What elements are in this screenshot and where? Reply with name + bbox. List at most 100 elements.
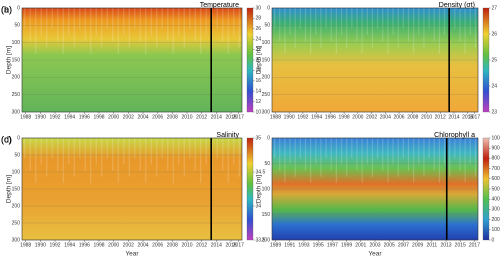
- colorbar-label: 20: [256, 57, 262, 63]
- x-tick-label: 1988: [20, 242, 31, 248]
- colorbar-label: 300: [492, 207, 500, 213]
- colorbar-label: 500: [492, 186, 500, 192]
- x-tick-label: 1996: [79, 114, 90, 120]
- colorbar-label: 400: [492, 197, 500, 203]
- x-tick-label: 2004: [380, 114, 391, 120]
- x-tick-label: 2008: [167, 242, 178, 248]
- panel-title: Temperature: [200, 2, 239, 9]
- x-tick-label: 1990: [284, 114, 295, 120]
- y-tick-label: 300: [12, 109, 21, 115]
- y-tick-label: 200: [12, 75, 21, 81]
- x-tick-label: 2004: [137, 242, 148, 248]
- colorbar-label: 35: [256, 135, 262, 141]
- x-tick-label: 2000: [108, 114, 119, 120]
- x-tick-label: 2014: [211, 242, 222, 248]
- colorbar-label: 200: [492, 217, 500, 223]
- y-tick-label: 250: [12, 92, 21, 98]
- x-tick-label: 1994: [64, 114, 75, 120]
- x-tick-label: 2008: [167, 114, 178, 120]
- colorbar-label: 16: [256, 78, 262, 84]
- x-tick-label: 1998: [93, 242, 104, 248]
- y-tick-label: 50: [264, 23, 270, 29]
- x-tick-label: 2017: [469, 242, 480, 248]
- x-tick-label: 2010: [421, 114, 432, 120]
- x-tick-label: 2016: [225, 114, 236, 120]
- x-tick-label: 2002: [123, 114, 134, 120]
- colorbar-label: 22: [256, 47, 262, 53]
- panel-title: Chlorophyll a: [434, 132, 475, 139]
- y-tick-label: 100: [12, 40, 21, 46]
- y-tick-label: 50: [14, 152, 20, 158]
- x-tick-label: 2012: [435, 114, 446, 120]
- x-tick-label: 2001: [355, 242, 366, 248]
- colorbar-label: 900: [492, 146, 500, 152]
- plot-frame: [21, 7, 243, 113]
- y-tick-label: 100: [12, 169, 21, 175]
- x-tick-label: 2017: [469, 114, 480, 120]
- y-tick-label: 200: [12, 203, 21, 209]
- colorbar-label: 100: [492, 227, 500, 233]
- y-tick-label: 50: [264, 161, 270, 167]
- colorbar: [246, 137, 254, 241]
- x-tick-label: 1992: [297, 114, 308, 120]
- x-tick-label: 2002: [366, 114, 377, 120]
- colorbar-label: 18: [256, 68, 262, 74]
- x-tick-label: 1998: [93, 114, 104, 120]
- colorbar-label: 25: [492, 57, 498, 63]
- x-tick-label: 1991: [284, 242, 295, 248]
- y-tick-label: 200: [262, 75, 271, 81]
- colorbar-label: 23: [492, 109, 498, 115]
- x-tick-label: 1992: [49, 114, 60, 120]
- y-tick-label: 0: [17, 5, 20, 11]
- x-tick-label: 1994: [64, 242, 75, 248]
- x-tick-label: 2017: [233, 242, 244, 248]
- x-tick-label: 2015: [455, 242, 466, 248]
- x-tick-label: 2009: [412, 242, 423, 248]
- y-tick-label: 0: [17, 135, 20, 141]
- x-tick-label: 1995: [313, 242, 324, 248]
- y-axis-label: Depth [m]: [6, 46, 13, 74]
- colorbar-label: 24: [256, 37, 262, 43]
- x-tick-label: 2006: [152, 114, 163, 120]
- colorbar: [246, 7, 254, 113]
- y-tick-label: 150: [262, 57, 271, 63]
- colorbar-label: 600: [492, 176, 500, 182]
- y-tick-label: 150: [12, 57, 21, 63]
- x-tick-label: 1996: [79, 242, 90, 248]
- y-axis-label: Depth [m]: [256, 175, 263, 203]
- x-tick-label: 2004: [137, 114, 148, 120]
- x-tick-label: 1997: [327, 242, 338, 248]
- colorbar-label: 27: [492, 5, 498, 11]
- x-tick-label: 2016: [225, 242, 236, 248]
- x-tick-label: 1992: [49, 242, 60, 248]
- y-tick-label: 150: [12, 186, 21, 192]
- x-axis-label: Year: [368, 251, 382, 258]
- y-tick-label: 50: [14, 23, 20, 29]
- x-tick-label: 1990: [35, 114, 46, 120]
- x-tick-label: 2007: [398, 242, 409, 248]
- y-tick-label: 300: [262, 109, 271, 115]
- x-tick-label: 2012: [196, 114, 207, 120]
- x-tick-label: 2014: [448, 114, 459, 120]
- x-tick-label: 1993: [298, 242, 309, 248]
- x-tick-label: 1988: [270, 114, 281, 120]
- colorbar-label: 34: [256, 203, 262, 209]
- y-tick-label: 0: [267, 5, 270, 11]
- x-tick-label: 2011: [426, 242, 437, 248]
- x-axis-label: Year: [125, 251, 139, 258]
- colorbar-label: 30: [256, 5, 262, 11]
- y-tick-label: 250: [12, 220, 21, 226]
- colorbar-label: 26: [256, 26, 262, 32]
- colorbar-label: 24: [492, 83, 498, 89]
- colorbar-label: 1000: [492, 135, 500, 141]
- x-tick-label: 2005: [384, 242, 395, 248]
- colorbar-label: 12: [256, 99, 262, 105]
- colorbar-label: 700: [492, 166, 500, 172]
- y-tick-label: 100: [262, 40, 271, 46]
- x-tick-label: 2006: [393, 114, 404, 120]
- x-tick-label: 2006: [152, 242, 163, 248]
- colorbar-label: 34.5: [256, 169, 266, 175]
- colorbar: [482, 137, 490, 241]
- x-tick-label: 2003: [369, 242, 380, 248]
